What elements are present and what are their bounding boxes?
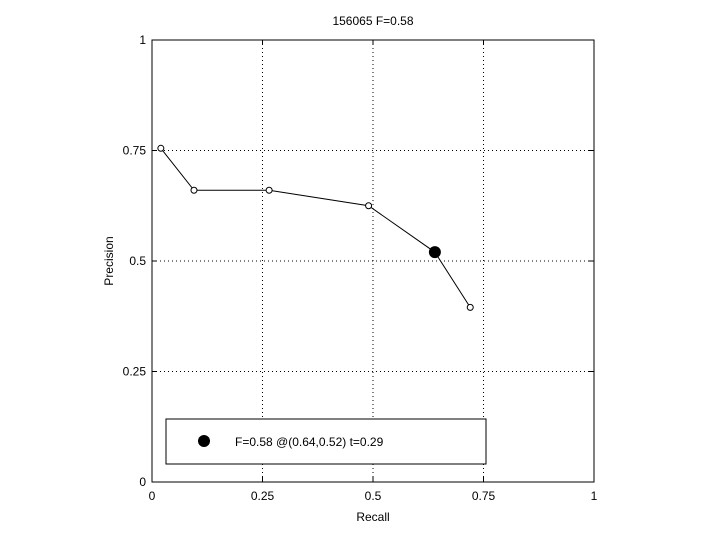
data-point [265, 186, 273, 194]
y-tick-label: 0 [139, 475, 146, 489]
series-line [160, 147, 471, 308]
legend: F=0.58 @(0.64,0.52) t=0.29 [165, 418, 487, 465]
x-axis-label: Recall [356, 510, 389, 524]
y-tick-label: 0.75 [123, 144, 147, 158]
x-tick-label: 1 [591, 489, 598, 503]
data-point [157, 144, 165, 152]
series-layer [157, 144, 474, 311]
y-tick-label: 1 [139, 33, 146, 47]
grid-lines [152, 40, 594, 482]
data-point [466, 303, 474, 311]
legend-label: F=0.58 @(0.64,0.52) t=0.29 [235, 435, 384, 449]
legend-marker [198, 435, 210, 447]
axis-ticks: 0 0.25 0.5 0.75 1 0 0.25 0.5 0.75 1 [123, 33, 598, 503]
y-tick-label: 0.25 [123, 365, 147, 379]
x-tick-label: 0.25 [251, 489, 275, 503]
data-point [190, 186, 198, 194]
legend-box [165, 418, 487, 465]
y-axis-label: Precision [102, 236, 116, 285]
x-tick-label: 0 [149, 489, 156, 503]
best-f-point [428, 246, 441, 259]
x-tick-label: 0.75 [472, 489, 496, 503]
x-tick-label: 0.5 [365, 489, 382, 503]
chart-title: 156065 F=0.58 [332, 14, 413, 28]
y-tick-label: 0.5 [129, 254, 146, 268]
data-point [365, 202, 373, 210]
